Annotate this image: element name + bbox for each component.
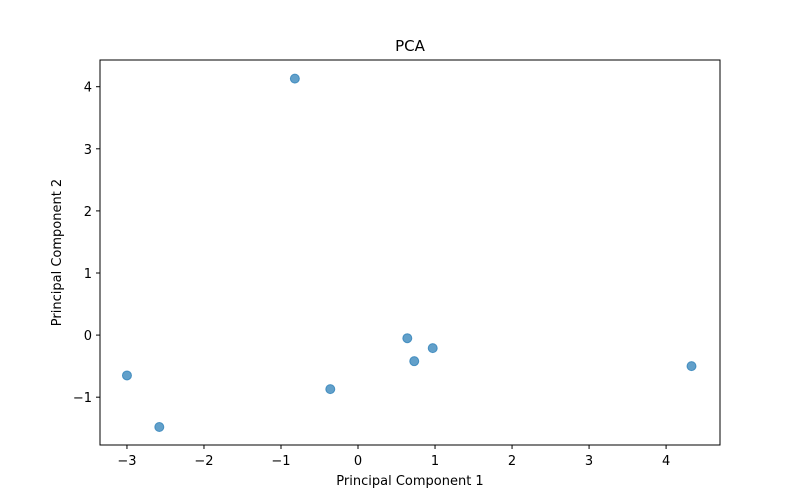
scatter-point	[289, 73, 300, 84]
y-axis-label: Principal Component 2	[50, 179, 65, 326]
x-tick-label: 3	[585, 454, 593, 469]
x-axis-ticks: −3 −2 −1 0 1 2 3 4	[117, 445, 670, 469]
scatter-point	[121, 370, 132, 381]
x-axis-label: Principal Component 1	[336, 474, 483, 489]
y-tick-label: −1	[73, 391, 92, 406]
scatter-points	[121, 73, 697, 432]
x-tick-label: 2	[508, 454, 516, 469]
scatter-point	[154, 421, 165, 432]
y-tick-label: 3	[84, 143, 92, 158]
scatter-point	[686, 361, 697, 372]
y-tick-label: 1	[84, 267, 92, 282]
y-tick-label: 2	[84, 205, 92, 220]
scatter-point	[427, 343, 438, 354]
chart-title: PCA	[395, 37, 426, 55]
x-tick-label: 1	[431, 454, 439, 469]
x-tick-label: 4	[662, 454, 670, 469]
y-tick-label: 4	[84, 81, 92, 96]
scatter-point	[402, 333, 413, 344]
y-axis-ticks: −1 0 1 2 3 4	[73, 81, 100, 406]
x-tick-label: −1	[271, 454, 290, 469]
x-tick-label: 0	[354, 454, 362, 469]
scatter-point	[325, 384, 336, 395]
plot-area-frame	[99, 59, 721, 446]
scatter-point	[409, 356, 420, 367]
x-tick-label: −3	[117, 454, 136, 469]
y-tick-label: 0	[84, 329, 92, 344]
x-tick-label: −2	[194, 454, 213, 469]
